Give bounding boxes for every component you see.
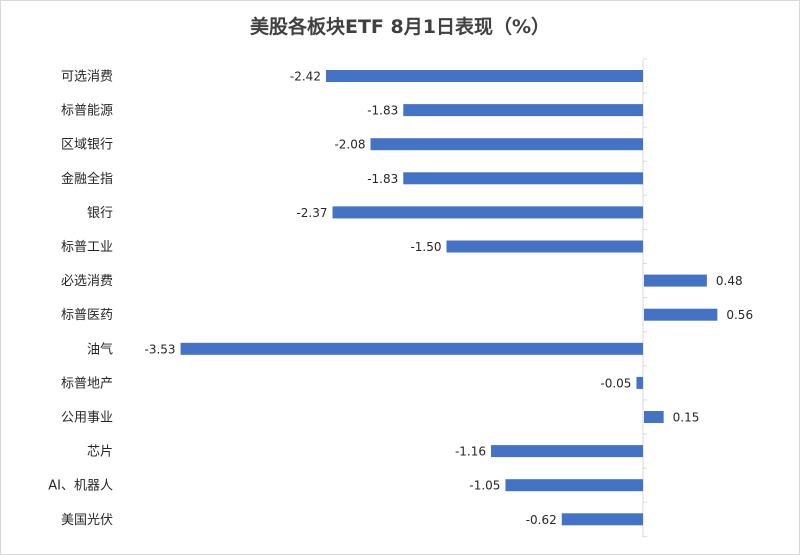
category-label: 银行 (87, 206, 113, 221)
data-label: 0.48 (716, 274, 743, 288)
data-label: 0.56 (726, 308, 753, 322)
bar (644, 274, 707, 287)
data-label: -2.08 (334, 138, 365, 152)
category-label: 金融全指 (61, 171, 113, 187)
chart-title: 美股各板块ETF 8月1日表现（%） (249, 16, 550, 38)
data-label: -2.42 (290, 70, 321, 84)
category-label: AI、机器人 (48, 479, 113, 494)
data-label: -0.62 (526, 513, 557, 527)
bar (491, 445, 643, 458)
data-label: -1.05 (469, 479, 500, 493)
category-label: 可选消费 (61, 70, 113, 85)
bar (332, 206, 643, 219)
category-label: 区域银行 (61, 138, 113, 153)
bar (370, 138, 643, 151)
category-label: 标普能源 (61, 104, 113, 119)
bar (446, 240, 643, 253)
bar (505, 479, 643, 492)
category-label: 公用事业 (61, 411, 113, 426)
bar (403, 104, 643, 117)
data-label: 0.15 (673, 411, 700, 425)
category-label: 芯片 (87, 445, 113, 460)
category-label: 标普地产 (61, 376, 113, 391)
category-label: 标普工业 (61, 240, 113, 255)
data-label: -2.37 (296, 206, 327, 220)
category-label: 标普医药 (61, 308, 113, 323)
data-label: -1.83 (367, 172, 398, 186)
category-label: 油气 (87, 341, 113, 357)
category-label: 必选消费 (61, 274, 113, 289)
bar (180, 342, 643, 355)
bar (403, 172, 643, 185)
bar (561, 513, 643, 526)
category-label: 美国光伏 (61, 513, 113, 528)
bar (644, 411, 664, 423)
bar (325, 70, 643, 82)
bar (636, 376, 643, 389)
bar (644, 308, 718, 321)
data-label: -1.50 (410, 240, 441, 254)
data-label: -1.16 (455, 445, 486, 459)
data-label: -3.53 (145, 342, 176, 356)
data-label: -0.05 (600, 376, 631, 390)
data-label: -1.83 (367, 104, 398, 118)
